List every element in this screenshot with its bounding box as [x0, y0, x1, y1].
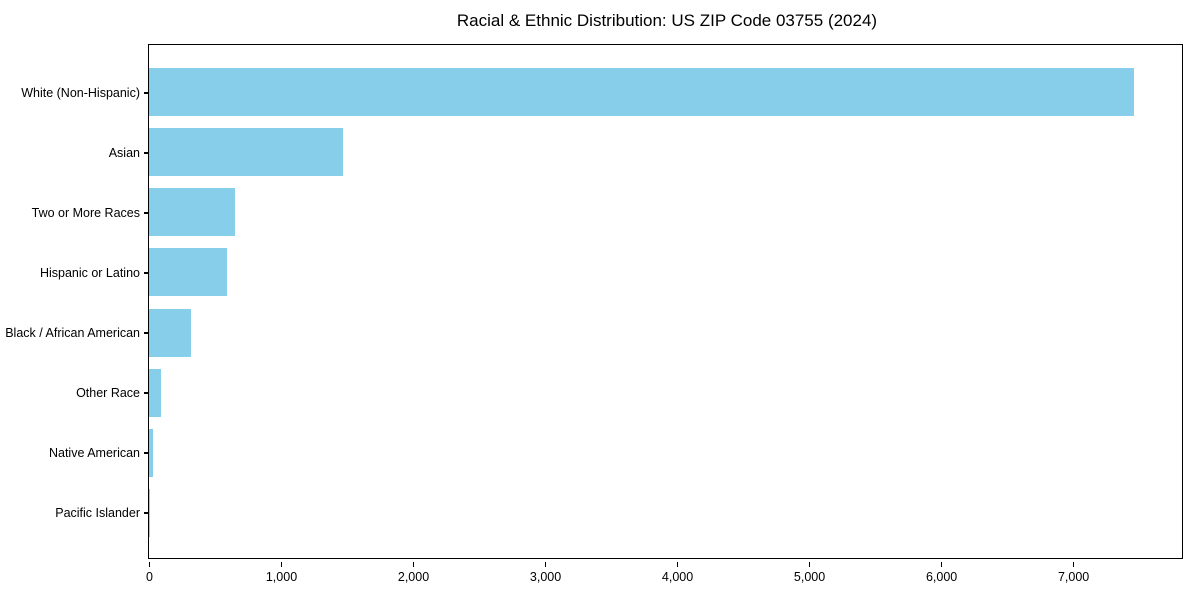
- y-tick-label: Asian: [108, 145, 140, 160]
- bar-7: [149, 488, 150, 537]
- y-tick-label: Hispanic or Latino: [39, 265, 140, 280]
- x-tick-mark: [676, 562, 679, 567]
- x-tick-label: 5,000: [793, 570, 826, 584]
- x-tick-label: 6,000: [925, 570, 958, 584]
- y-tick-label: Two or More Races: [31, 205, 140, 220]
- x-tick-label: 0: [146, 570, 153, 584]
- y-tick-label: Native American: [48, 446, 140, 461]
- x-tick-mark: [280, 562, 283, 567]
- y-tick-mark: [143, 92, 148, 94]
- x-tick-mark: [1072, 562, 1075, 567]
- bar-1: [149, 128, 344, 177]
- y-tick-label: Black / African American: [5, 326, 140, 340]
- y-tick-mark: [143, 152, 148, 154]
- y-tick-mark: [143, 272, 148, 274]
- y-tick-label: Pacific Islander: [55, 506, 140, 521]
- x-tick-label: 1,000: [265, 570, 298, 584]
- bar-3: [149, 248, 227, 297]
- x-tick-label: 3,000: [529, 570, 562, 584]
- y-tick-label: White (Non-Hispanic): [21, 85, 140, 100]
- bar-0: [149, 68, 1134, 117]
- y-tick-label: Other Race: [76, 386, 140, 401]
- y-tick-mark: [143, 332, 148, 334]
- bar-5: [149, 368, 161, 417]
- chart-title: Racial & Ethnic Distribution: US ZIP Cod…: [456, 11, 878, 30]
- x-tick-mark: [940, 562, 943, 567]
- x-tick-label: 4,000: [661, 570, 694, 584]
- y-tick-mark: [143, 212, 148, 214]
- x-tick-mark: [148, 562, 151, 567]
- x-tick-mark: [544, 562, 547, 567]
- bar-6: [149, 428, 153, 477]
- y-tick-mark: [143, 452, 148, 454]
- y-tick-mark: [143, 512, 148, 514]
- bar-4: [149, 308, 192, 357]
- x-tick-label: 7,000: [1057, 570, 1090, 584]
- plot-area: [148, 44, 1183, 559]
- x-tick-mark: [808, 562, 811, 567]
- bar-2: [149, 188, 235, 237]
- x-tick-label: 2,000: [397, 570, 430, 584]
- y-tick-mark: [143, 392, 148, 394]
- x-tick-mark: [412, 562, 415, 567]
